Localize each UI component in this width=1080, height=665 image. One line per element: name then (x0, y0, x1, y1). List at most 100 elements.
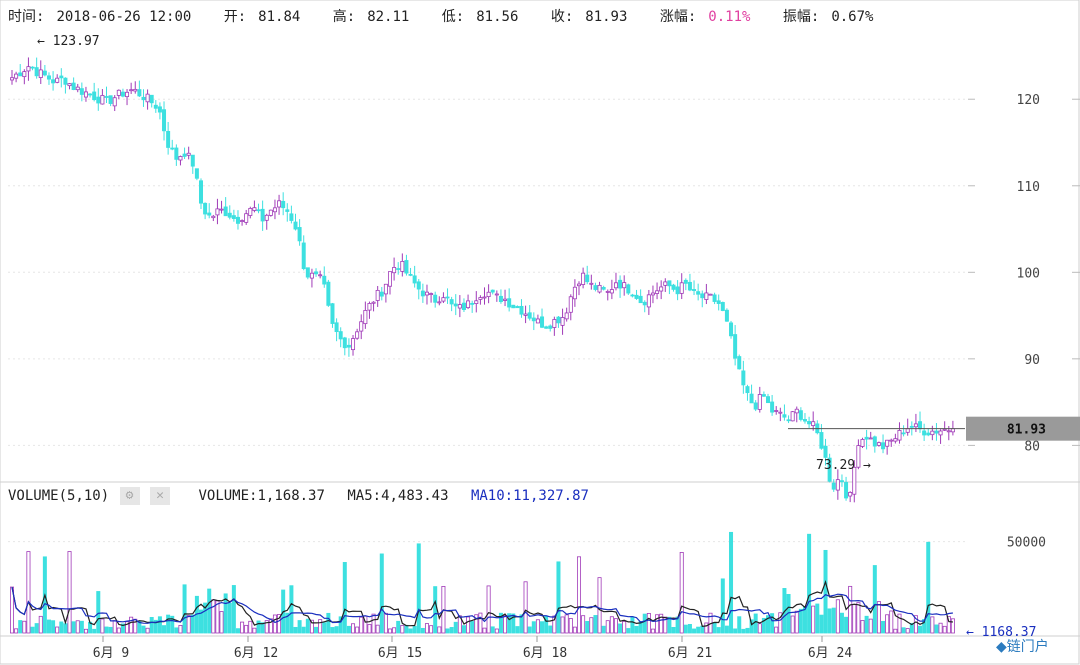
volume-bar (589, 617, 594, 634)
volume-bar (318, 619, 323, 634)
ma5-value: 4,483.43 (381, 488, 449, 504)
volume-bar (75, 620, 80, 634)
volume-bar (51, 620, 56, 634)
candle-body (823, 445, 828, 458)
volume-bar (646, 613, 651, 634)
volume-bar (548, 625, 553, 634)
candle-body (860, 439, 865, 447)
candle-body (272, 207, 277, 213)
candle-body (663, 281, 668, 286)
candle-body (646, 294, 651, 308)
candle-body (523, 313, 528, 316)
candle-body (186, 152, 191, 156)
candle-body (14, 73, 19, 79)
volume-bar (433, 586, 438, 634)
volume-bar (482, 627, 487, 634)
candle-body (498, 295, 503, 303)
candle-body (219, 208, 224, 211)
candle-body (429, 293, 434, 295)
candle-body (244, 213, 249, 223)
candle-body (412, 275, 417, 284)
candle-body (585, 274, 590, 283)
volume-bar (182, 584, 187, 634)
candle-body (355, 331, 360, 339)
candle-body (741, 370, 746, 386)
current-price-label: 81.93 (1007, 423, 1046, 438)
candle-body (893, 438, 898, 442)
volume-bar (593, 615, 598, 634)
candle-body (453, 303, 458, 307)
volume-bar (478, 612, 483, 634)
candle-body (856, 445, 861, 468)
candle-body (774, 410, 779, 412)
candle-body (700, 293, 705, 299)
candle-body (737, 356, 742, 370)
ma10-value: 11,327.87 (513, 488, 589, 504)
volume-bar (876, 601, 881, 634)
volume-bar (519, 614, 524, 634)
volume-bar (889, 610, 894, 634)
volume-bar (733, 628, 738, 634)
candle-body (457, 304, 462, 309)
candle-body (338, 331, 343, 340)
candle-body (782, 414, 787, 418)
candle-body (696, 291, 701, 295)
volume-bar (650, 628, 655, 634)
volume-bar (334, 626, 339, 634)
volume-bar (790, 615, 795, 634)
candle-body (215, 208, 220, 216)
candle-body (248, 208, 253, 216)
candle-body (708, 293, 713, 296)
gear-icon[interactable]: ⚙ (119, 487, 140, 505)
candle-body (671, 284, 676, 290)
candle-body (683, 279, 688, 284)
volume-bar (511, 613, 516, 634)
volume-bar (581, 615, 586, 634)
x-tick-label: 6月 18 (523, 646, 567, 661)
candle-body (798, 410, 803, 420)
x-tick-label: 6月 9 (93, 646, 129, 661)
volume-bar (227, 602, 232, 634)
volume-bar (207, 588, 212, 634)
candle-body (67, 83, 72, 87)
candle-body (38, 69, 43, 78)
volume-bar (679, 552, 684, 634)
candle-body (437, 301, 442, 304)
volume-bar (453, 621, 458, 634)
volume-bar (540, 621, 545, 634)
volume-bar (802, 606, 807, 634)
candle-body (503, 298, 508, 301)
candle-body (297, 227, 302, 242)
candle-body (211, 215, 216, 219)
volume-bar (839, 612, 844, 634)
volume-bar (55, 626, 60, 634)
volume-bar (141, 625, 146, 634)
volume-bar (351, 623, 356, 634)
volume-bar (729, 531, 734, 634)
close-icon[interactable]: ✕ (150, 487, 171, 505)
volume-bar (272, 614, 277, 634)
volume-bar (856, 602, 861, 634)
candle-body (655, 290, 660, 294)
candle-body (589, 282, 594, 285)
candle-body (482, 296, 487, 299)
volume-bar (252, 627, 257, 634)
volume-bar (256, 620, 261, 634)
candle-body (527, 312, 532, 319)
candle-body (622, 282, 627, 289)
candle-body (174, 147, 179, 160)
candle-body (650, 292, 655, 296)
volume-bar (819, 614, 824, 634)
volume-bar (774, 626, 779, 634)
candle-body (387, 271, 392, 287)
volume-bar (770, 613, 775, 634)
candle-body (133, 88, 138, 92)
candle-body (346, 344, 351, 348)
candle-body (88, 93, 93, 96)
candle-body (231, 215, 236, 219)
candle-body (568, 296, 573, 313)
candle-body (712, 294, 717, 302)
volume-bar (18, 620, 23, 634)
